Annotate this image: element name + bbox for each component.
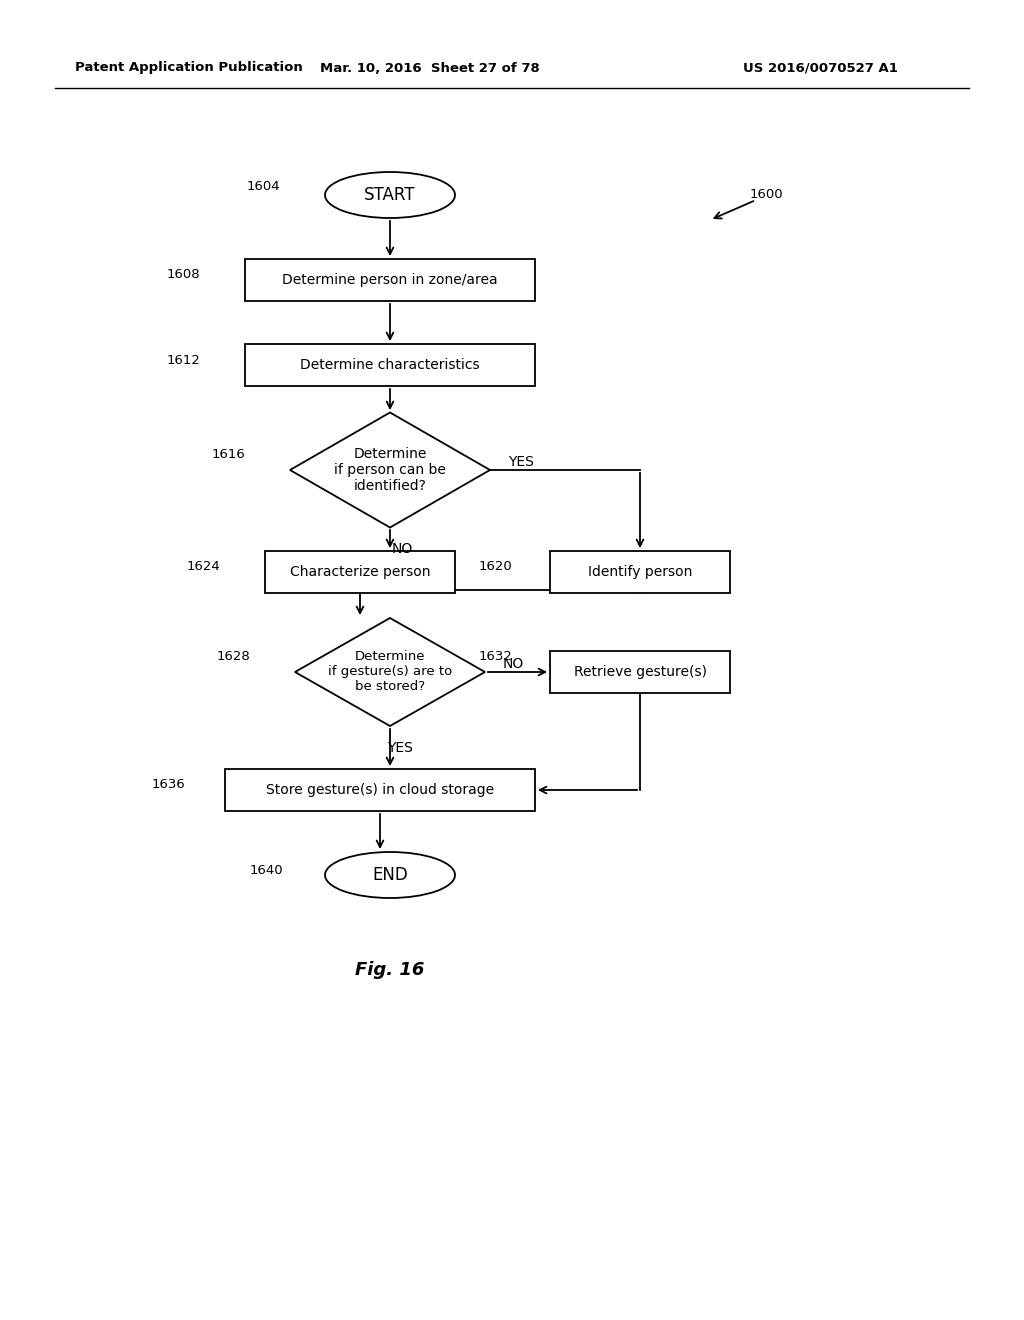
Text: 1612: 1612: [166, 354, 200, 367]
Ellipse shape: [325, 172, 455, 218]
Bar: [265, 550, 455, 593]
Bar: [245, 345, 535, 385]
Text: END: END: [372, 866, 408, 884]
Text: 1624: 1624: [186, 561, 220, 573]
Text: 1632: 1632: [478, 651, 512, 664]
Text: US 2016/0070527 A1: US 2016/0070527 A1: [742, 62, 897, 74]
Text: Determine
if person can be
identified?: Determine if person can be identified?: [334, 446, 445, 494]
Bar: [550, 550, 730, 593]
Bar: [225, 770, 535, 810]
Text: YES: YES: [508, 455, 534, 469]
Text: 1620: 1620: [478, 561, 512, 573]
Text: START: START: [365, 186, 416, 205]
Polygon shape: [290, 412, 490, 528]
Bar: [245, 259, 535, 301]
Text: Determine characteristics: Determine characteristics: [300, 358, 480, 372]
Text: Determine
if gesture(s) are to
be stored?: Determine if gesture(s) are to be stored…: [328, 651, 453, 693]
Text: Identify person: Identify person: [588, 565, 692, 579]
Text: YES: YES: [387, 741, 413, 755]
Text: Characterize person: Characterize person: [290, 565, 430, 579]
Text: 1604: 1604: [247, 181, 280, 194]
Text: Store gesture(s) in cloud storage: Store gesture(s) in cloud storage: [266, 783, 494, 797]
Text: 1616: 1616: [211, 449, 245, 462]
Text: 1600: 1600: [750, 189, 783, 202]
Text: 1608: 1608: [166, 268, 200, 281]
Text: Determine person in zone/area: Determine person in zone/area: [283, 273, 498, 286]
Text: 1628: 1628: [216, 651, 250, 664]
Bar: [550, 651, 730, 693]
Text: NO: NO: [503, 657, 524, 671]
Text: 1640: 1640: [250, 863, 283, 876]
Text: 1636: 1636: [152, 779, 185, 792]
Text: Retrieve gesture(s): Retrieve gesture(s): [573, 665, 707, 678]
Text: Fig. 16: Fig. 16: [355, 961, 425, 979]
Text: NO: NO: [391, 543, 413, 556]
Ellipse shape: [325, 851, 455, 898]
Text: Mar. 10, 2016  Sheet 27 of 78: Mar. 10, 2016 Sheet 27 of 78: [321, 62, 540, 74]
Text: Patent Application Publication: Patent Application Publication: [75, 62, 303, 74]
Polygon shape: [295, 618, 485, 726]
